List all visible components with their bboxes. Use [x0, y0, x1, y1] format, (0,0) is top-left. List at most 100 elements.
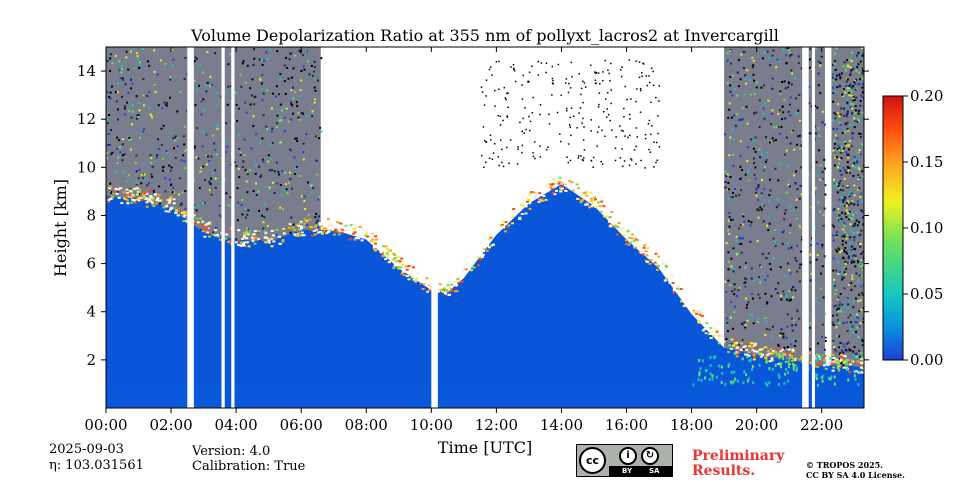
noise-pixel — [739, 223, 742, 226]
noise-pixel — [817, 72, 820, 75]
noise-pixel — [529, 129, 531, 132]
cloud-pixel — [393, 264, 397, 267]
noise-pixel — [838, 219, 841, 222]
cloud-pixel — [267, 239, 271, 242]
noise-pixel — [742, 215, 745, 218]
noise-pixel — [842, 305, 845, 308]
noise-pixel — [726, 330, 729, 333]
surface-pixel — [792, 362, 795, 366]
cloud-pixel — [151, 198, 155, 201]
noise-pixel — [845, 144, 848, 147]
noise-pixel — [821, 171, 824, 174]
noise-pixel — [557, 63, 560, 66]
noise-pixel — [636, 136, 639, 138]
noise-pixel — [279, 206, 282, 209]
cloud-pixel — [295, 223, 299, 226]
noise-pixel — [859, 299, 862, 302]
noise-pixel — [730, 342, 733, 345]
noise-pixel — [847, 255, 850, 258]
noise-pixel — [109, 129, 112, 132]
noise-pixel — [605, 116, 608, 118]
noise-pixel — [158, 203, 161, 206]
noise-pixel — [727, 181, 730, 184]
noise-pixel — [772, 139, 775, 142]
cloud-pixel — [622, 234, 626, 237]
cloud-pixel — [137, 199, 141, 202]
noise-pixel — [857, 188, 860, 191]
noise-pixel — [265, 125, 268, 128]
cloud-pixel — [745, 348, 749, 351]
cloud-pixel — [357, 237, 361, 240]
noise-pixel — [848, 261, 851, 264]
cloud-pixel — [176, 214, 180, 217]
noise-pixel — [787, 86, 790, 89]
noise-pixel — [832, 209, 835, 212]
surface-pixel — [851, 359, 854, 363]
cloud-pixel — [584, 203, 588, 206]
noise-pixel — [815, 161, 818, 164]
noise-pixel — [770, 268, 773, 271]
cloud-pixel — [295, 234, 299, 237]
noise-pixel — [275, 233, 278, 236]
cloud-pixel — [752, 358, 756, 361]
noise-pixel — [850, 325, 853, 328]
noise-pixel — [763, 117, 766, 120]
noise-pixel — [788, 185, 791, 188]
noise-pixel — [847, 65, 850, 68]
noise-pixel — [296, 140, 299, 143]
noise-pixel — [757, 186, 760, 189]
noise-pixel — [311, 74, 314, 77]
noise-pixel — [861, 143, 864, 146]
noise-pixel — [821, 323, 824, 326]
noise-pixel — [289, 149, 292, 152]
noise-pixel — [845, 267, 848, 270]
noise-pixel — [824, 336, 827, 339]
noise-pixel — [652, 70, 654, 73]
noise-pixel — [845, 171, 848, 174]
noise-pixel — [778, 109, 781, 112]
noise-pixel — [313, 78, 316, 81]
noise-pixel — [253, 47, 256, 50]
noise-pixel — [576, 127, 578, 129]
surface-pixel — [721, 371, 724, 375]
cloud-pixel — [450, 289, 454, 292]
cloud-pixel — [145, 201, 149, 204]
noise-pixel — [729, 316, 732, 319]
noise-pixel — [148, 64, 151, 67]
noise-pixel — [791, 72, 794, 75]
noise-pixel — [861, 210, 864, 213]
cloud-pixel — [696, 315, 700, 318]
cloud-pixel — [199, 217, 203, 220]
noise-pixel — [782, 337, 785, 340]
noise-pixel — [783, 218, 786, 221]
noise-pixel — [783, 356, 786, 359]
noise-pixel — [831, 321, 834, 324]
cloud-pixel — [550, 187, 554, 190]
cloud-pixel — [734, 339, 738, 342]
surface-pixel — [700, 378, 703, 382]
noise-pixel — [151, 165, 154, 168]
noise-pixel — [494, 89, 496, 92]
cloud-pixel — [340, 231, 344, 234]
cloud-pixel — [603, 215, 607, 218]
noise-pixel — [852, 96, 855, 99]
cloud-pixel — [593, 196, 597, 199]
cloud-pixel — [658, 260, 662, 263]
cloud-pixel — [234, 241, 238, 244]
noise-pixel — [766, 274, 769, 277]
noise-pixel — [108, 69, 111, 72]
cloud-pixel — [589, 191, 593, 194]
noise-pixel — [777, 204, 780, 207]
cloud-pixel — [538, 198, 542, 201]
preliminary-line-1: Preliminary — [692, 448, 785, 464]
cloud-pixel — [455, 290, 459, 293]
colorbar — [882, 95, 904, 361]
noise-pixel — [790, 246, 793, 249]
noise-pixel — [201, 145, 204, 148]
noise-pixel — [129, 50, 132, 53]
noise-pixel — [485, 95, 487, 97]
noise-pixel — [582, 157, 585, 159]
noise-pixel — [788, 357, 791, 360]
noise-pixel — [298, 49, 301, 52]
cloud-pixel — [840, 356, 844, 359]
